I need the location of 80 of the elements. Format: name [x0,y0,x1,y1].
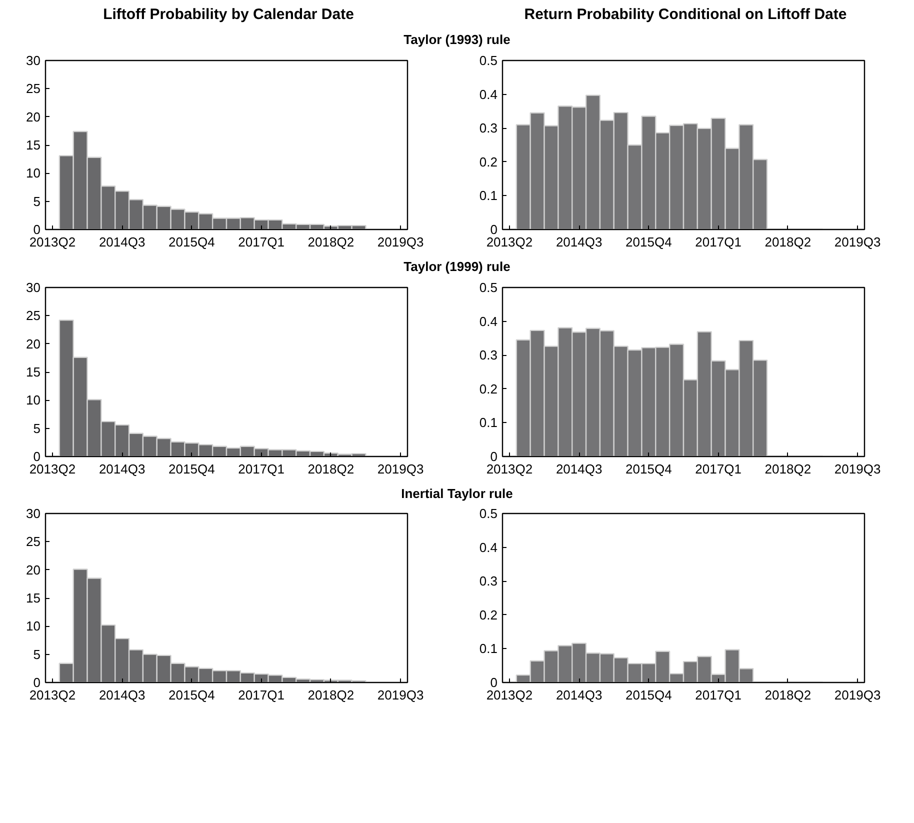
x-tick-label: 2015Q4 [626,461,672,476]
y-tick-label: 15 [26,137,41,152]
y-tick-label: 20 [26,109,41,124]
y-tick-label: 0.3 [479,120,498,136]
x-tick-label: 2015Q4 [626,234,672,250]
x-tick-label: 2014Q3 [556,688,602,703]
y-tick-label: 0.3 [479,347,498,362]
x-tick-label: 2013Q2 [486,234,533,250]
y-tick-label: 25 [26,534,41,550]
y-tick-label: 0 [490,448,498,464]
text: Inertial Taylor rule [401,484,513,503]
x-tick-label: 2014Q3 [556,461,602,476]
x-tick-label: 2018Q2 [308,461,354,476]
y-tick-label: 0.1 [479,641,498,656]
y-tick-label: 25 [26,81,41,96]
y-tick-label: 0 [33,222,41,237]
x-tick-label: 2015Q4 [168,688,215,703]
x-tick-label: 2013Q2 [486,688,533,703]
chart-title: Return Probability Conditional on Liftoff Date [524,5,847,25]
y-tick-label: 30 [26,52,41,68]
x-tick-label: 2019Q3 [377,688,424,703]
y-tick-label: 25 [26,308,41,323]
y-tick-label: 0.5 [479,506,498,522]
y-tick-label: 0.4 [479,540,498,555]
y-tick-label: 0 [33,448,41,464]
x-tick-label: 2015Q4 [168,461,215,476]
x-tick-label: 2014Q3 [98,461,146,476]
text: Taylor (1999) rule [404,258,510,276]
x-tick-label: 2013Q2 [29,688,76,703]
y-tick-label: 20 [26,562,41,578]
x-tick-label: 2015Q4 [168,234,215,250]
y-tick-label: 15 [26,590,41,606]
x-tick-label: 2019Q3 [377,461,424,476]
x-tick-label: 2017Q1 [238,461,284,476]
y-tick-label: 10 [26,166,41,181]
y-tick-label: 30 [26,506,41,522]
x-tick-label: 2018Q2 [308,234,354,250]
y-tick-label: 20 [26,336,41,351]
x-tick-label: 2013Q2 [486,461,533,476]
y-tick-label: 0.3 [479,574,498,589]
y-tick-label: 0.1 [479,188,498,204]
y-tick-label: 0.5 [479,52,498,68]
y-tick-label: 0 [490,222,498,237]
y-tick-label: 0.2 [479,154,498,170]
y-tick-label: 0.5 [479,280,498,295]
chart-title: Liftoff Probability by Calendar Date [103,5,354,25]
x-tick-label: 2018Q2 [308,688,354,703]
y-tick-label: 0.4 [479,313,498,328]
x-tick-label: 2019Q3 [834,688,881,703]
x-tick-label: 2013Q2 [29,234,76,250]
y-tick-label: 0.1 [479,414,498,430]
y-tick-label: 10 [26,618,41,634]
y-tick-label: 15 [26,364,41,380]
x-tick-label: 2019Q3 [834,234,881,250]
y-tick-label: 0 [490,675,498,690]
y-tick-label: 5 [33,194,41,209]
text: Taylor (1993) rule [404,31,510,50]
y-tick-label: 5 [33,646,41,662]
y-tick-label: 0.2 [479,608,498,623]
y-tick-label: 5 [33,420,41,436]
x-tick-label: 2014Q3 [98,688,146,703]
y-tick-label: 0.4 [479,86,498,102]
y-tick-label: 0 [33,675,41,690]
x-tick-label: 2013Q2 [29,461,76,476]
x-tick-label: 2018Q2 [764,688,812,703]
x-tick-label: 2017Q1 [695,461,742,476]
x-tick-label: 2017Q1 [695,688,742,703]
x-tick-label: 2018Q2 [764,461,812,476]
x-tick-label: 2018Q2 [764,234,812,250]
x-tick-label: 2014Q3 [556,234,602,250]
x-tick-label: 2019Q3 [834,461,881,476]
x-tick-label: 2014Q3 [98,234,146,250]
x-tick-label: 2017Q1 [695,234,742,250]
y-tick-label: 10 [26,392,41,408]
x-tick-label: 2015Q4 [626,688,672,703]
x-tick-label: 2019Q3 [377,234,424,250]
x-tick-label: 2017Q1 [238,688,284,703]
y-tick-label: 30 [26,280,41,295]
y-tick-label: 0.2 [479,380,498,396]
x-tick-label: 2017Q1 [238,234,284,250]
